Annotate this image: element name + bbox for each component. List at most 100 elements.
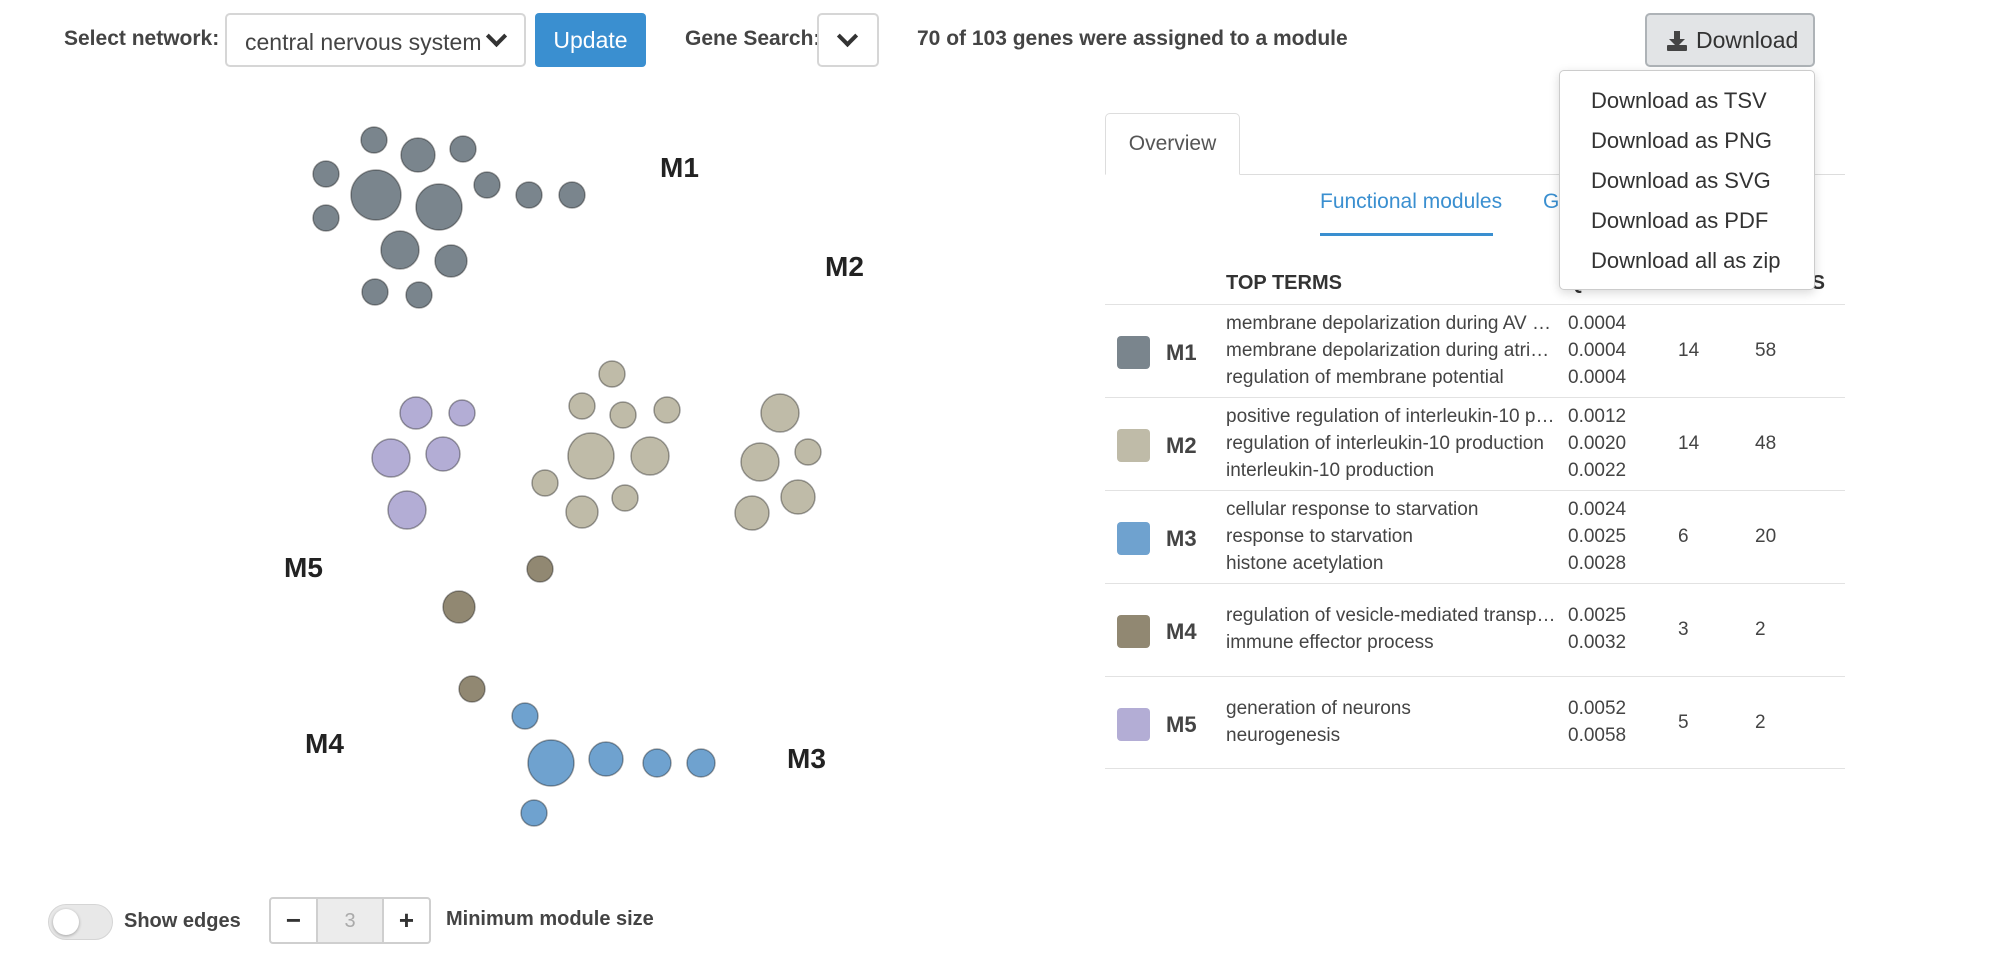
network-select[interactable]: central nervous system bbox=[225, 13, 526, 67]
gene-node[interactable] bbox=[415, 183, 463, 231]
graph-controls: Show edges − 3 + Minimum module size bbox=[0, 880, 1090, 960]
gene-node[interactable] bbox=[609, 401, 637, 429]
module-m1-cluster bbox=[312, 126, 586, 309]
min-module-size-label: Minimum module size bbox=[446, 908, 654, 930]
module-label-m2: M2 bbox=[825, 251, 864, 282]
gene-node[interactable] bbox=[361, 278, 389, 306]
gene-node[interactable] bbox=[558, 181, 586, 209]
toggle-knob bbox=[53, 909, 79, 935]
gene-node[interactable] bbox=[611, 484, 639, 512]
gene-node[interactable] bbox=[425, 436, 461, 472]
qval: 0.0025 bbox=[1568, 526, 1627, 547]
gene-node[interactable] bbox=[473, 171, 501, 199]
min-module-size-input[interactable]: 3 bbox=[318, 897, 382, 944]
gene-node[interactable] bbox=[794, 438, 822, 466]
qval: 0.0012 bbox=[1568, 406, 1627, 427]
qval: 0.0022 bbox=[1568, 460, 1627, 481]
network-graph-canvas[interactable] bbox=[0, 80, 1090, 880]
term-count: 58 bbox=[1755, 340, 1777, 361]
gene-node[interactable] bbox=[449, 135, 477, 163]
gene-node[interactable] bbox=[371, 438, 411, 478]
module-m5-cluster bbox=[371, 396, 476, 530]
gene-node[interactable] bbox=[360, 126, 388, 154]
gene-search-dropdown[interactable] bbox=[817, 13, 879, 67]
gene-node[interactable] bbox=[527, 739, 575, 787]
gene-node[interactable] bbox=[515, 181, 543, 209]
top-term: cellular response to starvation bbox=[1226, 499, 1479, 520]
gene-node[interactable] bbox=[686, 748, 716, 778]
module-row-m3[interactable]: M3 cellular response to starvation respo… bbox=[1105, 490, 1845, 583]
top-term: regulation of membrane potential bbox=[1226, 367, 1504, 388]
gene-node[interactable] bbox=[567, 432, 615, 480]
module-color-swatch bbox=[1117, 336, 1150, 369]
gene-node[interactable] bbox=[565, 495, 599, 529]
gene-node[interactable] bbox=[312, 204, 340, 232]
gene-node[interactable] bbox=[434, 244, 468, 278]
module-row-m2[interactable]: M2 positive regulation of interleukin-10… bbox=[1105, 397, 1845, 490]
top-term: response to starvation bbox=[1226, 526, 1413, 547]
decrease-size-button[interactable]: − bbox=[269, 897, 318, 944]
module-label-m5: M5 bbox=[284, 552, 323, 583]
gene-node[interactable] bbox=[630, 436, 670, 476]
chevron-down-icon bbox=[485, 25, 508, 48]
gene-node[interactable] bbox=[734, 495, 770, 531]
gene-node[interactable] bbox=[442, 590, 476, 624]
module-color-swatch bbox=[1117, 522, 1150, 555]
qval: 0.0024 bbox=[1568, 499, 1627, 520]
gene-count: 14 bbox=[1678, 433, 1700, 454]
module-color-swatch bbox=[1117, 708, 1150, 741]
gene-node[interactable] bbox=[380, 230, 420, 270]
gene-node[interactable] bbox=[531, 469, 559, 497]
gene-node[interactable] bbox=[740, 442, 780, 482]
top-term: positive regulation of interleukin-10 pr… bbox=[1226, 406, 1556, 427]
download-button[interactable]: Download bbox=[1645, 13, 1815, 67]
gene-node[interactable] bbox=[511, 702, 539, 730]
module-row-m1[interactable]: M1 membrane depolarization during AV nod… bbox=[1105, 304, 1845, 397]
gene-node[interactable] bbox=[350, 169, 402, 221]
gene-node[interactable] bbox=[405, 281, 433, 309]
gene-node[interactable] bbox=[568, 392, 596, 420]
gene-count: 3 bbox=[1678, 619, 1689, 640]
module-row-m4[interactable]: M4 regulation of vesicle-mediated transp… bbox=[1105, 583, 1845, 676]
top-term: histone acetylation bbox=[1226, 553, 1384, 574]
gene-node[interactable] bbox=[642, 748, 672, 778]
gene-node[interactable] bbox=[400, 137, 436, 173]
module-name: M5 bbox=[1166, 712, 1197, 737]
gene-node[interactable] bbox=[526, 555, 554, 583]
gene-node[interactable] bbox=[760, 393, 800, 433]
gene-node[interactable] bbox=[387, 490, 427, 530]
gene-node[interactable] bbox=[780, 479, 816, 515]
gene-node[interactable] bbox=[312, 160, 340, 188]
subtab-functional-modules[interactable]: Functional modules bbox=[1320, 190, 1503, 213]
download-pdf-item[interactable]: Download as PDF bbox=[1591, 208, 1769, 233]
gene-node[interactable] bbox=[520, 799, 548, 827]
download-png-item[interactable]: Download as PNG bbox=[1591, 128, 1772, 153]
show-edges-toggle[interactable] bbox=[48, 904, 113, 940]
gene-node[interactable] bbox=[653, 396, 681, 424]
increase-size-button[interactable]: + bbox=[382, 897, 431, 944]
module-row-m5[interactable]: M5 generation of neurons neurogenesis 0.… bbox=[1105, 676, 1845, 769]
gene-node[interactable] bbox=[399, 396, 433, 430]
download-svg-item[interactable]: Download as SVG bbox=[1591, 168, 1771, 193]
network-graph[interactable]: M1 M2 M3 M4 M5 bbox=[0, 80, 1090, 880]
download-tsv-item[interactable]: Download as TSV bbox=[1591, 88, 1767, 113]
gene-node[interactable] bbox=[588, 741, 624, 777]
qval: 0.0004 bbox=[1568, 340, 1627, 361]
top-term: generation of neurons bbox=[1226, 698, 1411, 719]
tab-overview[interactable]: Overview bbox=[1105, 113, 1240, 175]
download-zip-item[interactable]: Download all as zip bbox=[1591, 248, 1781, 273]
qval: 0.0028 bbox=[1568, 553, 1627, 574]
gene-node[interactable] bbox=[598, 360, 626, 388]
toolbar: Select network: central nervous system U… bbox=[0, 0, 1999, 80]
module-m3-cluster bbox=[511, 702, 716, 827]
assigned-genes-status: 70 of 103 genes were assigned to a modul… bbox=[917, 27, 1348, 50]
gene-node[interactable] bbox=[458, 675, 486, 703]
qval: 0.0052 bbox=[1568, 698, 1627, 719]
update-button[interactable]: Update bbox=[535, 13, 646, 67]
network-select-label: Select network: bbox=[64, 27, 220, 50]
top-term: membrane depolarization during AV node c… bbox=[1226, 313, 1556, 334]
top-term: membrane depolarization during atrial ca… bbox=[1226, 340, 1556, 361]
gene-node[interactable] bbox=[448, 399, 476, 427]
qval: 0.0058 bbox=[1568, 725, 1627, 746]
qval: 0.0004 bbox=[1568, 313, 1627, 334]
